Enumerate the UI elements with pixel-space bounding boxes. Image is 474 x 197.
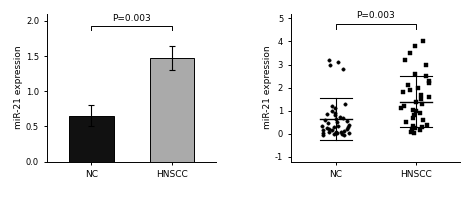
Point — [410, 116, 417, 119]
Point — [408, 128, 416, 131]
Text: P=0.003: P=0.003 — [112, 14, 151, 23]
Point — [328, 109, 336, 112]
Point — [411, 72, 419, 75]
Point — [319, 133, 327, 137]
Point — [410, 108, 417, 111]
Point — [318, 125, 326, 128]
Y-axis label: miR-21 expression: miR-21 expression — [14, 46, 23, 129]
Point — [344, 125, 352, 128]
Point — [323, 113, 331, 116]
Point — [328, 129, 336, 132]
Point — [408, 130, 415, 133]
Point — [410, 124, 417, 127]
Point — [411, 126, 419, 130]
Point — [328, 105, 336, 108]
Point — [398, 107, 405, 110]
Point — [425, 95, 433, 98]
Point — [332, 131, 339, 134]
Point — [419, 118, 427, 122]
Point — [321, 118, 329, 122]
Point — [332, 117, 340, 120]
Point — [400, 105, 408, 108]
Y-axis label: miR-21 expression: miR-21 expression — [263, 46, 272, 129]
Point — [325, 58, 333, 61]
Point — [331, 114, 338, 117]
Point — [425, 82, 433, 85]
Point — [327, 63, 334, 66]
Text: B: B — [285, 0, 293, 4]
Point — [338, 132, 346, 135]
Point — [340, 133, 347, 136]
Point — [337, 115, 344, 118]
Point — [399, 91, 407, 94]
Point — [339, 116, 346, 119]
Point — [418, 98, 425, 101]
Point — [416, 112, 423, 115]
Point — [418, 125, 426, 128]
Point — [401, 58, 409, 61]
Bar — [70, 116, 114, 162]
Point — [410, 131, 418, 134]
Point — [406, 51, 414, 55]
Point — [326, 128, 333, 131]
Point — [404, 84, 412, 87]
Point — [406, 88, 414, 92]
Point — [340, 129, 348, 133]
Point — [319, 128, 327, 131]
Point — [339, 68, 347, 71]
Point — [335, 124, 342, 127]
Point — [417, 93, 425, 96]
Point — [412, 109, 420, 112]
Point — [418, 102, 426, 105]
Bar — [150, 58, 194, 162]
Point — [417, 129, 424, 132]
Point — [330, 132, 337, 135]
Point — [334, 61, 341, 64]
Point — [337, 130, 345, 133]
Point — [331, 112, 339, 115]
Point — [324, 122, 331, 125]
Point — [422, 63, 429, 66]
Point — [325, 131, 333, 134]
Point — [331, 107, 339, 110]
Point — [341, 102, 349, 105]
Point — [344, 120, 351, 123]
Point — [319, 131, 327, 134]
Point — [346, 132, 353, 135]
Text: A: A — [41, 0, 49, 4]
Point — [411, 45, 419, 48]
Point — [344, 127, 351, 130]
Text: P=0.003: P=0.003 — [356, 11, 395, 20]
Point — [415, 86, 422, 89]
Point — [333, 121, 341, 124]
Point — [412, 100, 420, 103]
Point — [419, 40, 427, 43]
Point — [332, 130, 339, 134]
Point — [410, 114, 418, 117]
Point — [323, 126, 331, 130]
Point — [330, 126, 338, 129]
Point — [422, 74, 429, 78]
Point — [403, 121, 410, 124]
Point — [424, 123, 431, 126]
Point — [333, 132, 340, 135]
Point — [425, 79, 432, 82]
Point — [345, 123, 352, 126]
